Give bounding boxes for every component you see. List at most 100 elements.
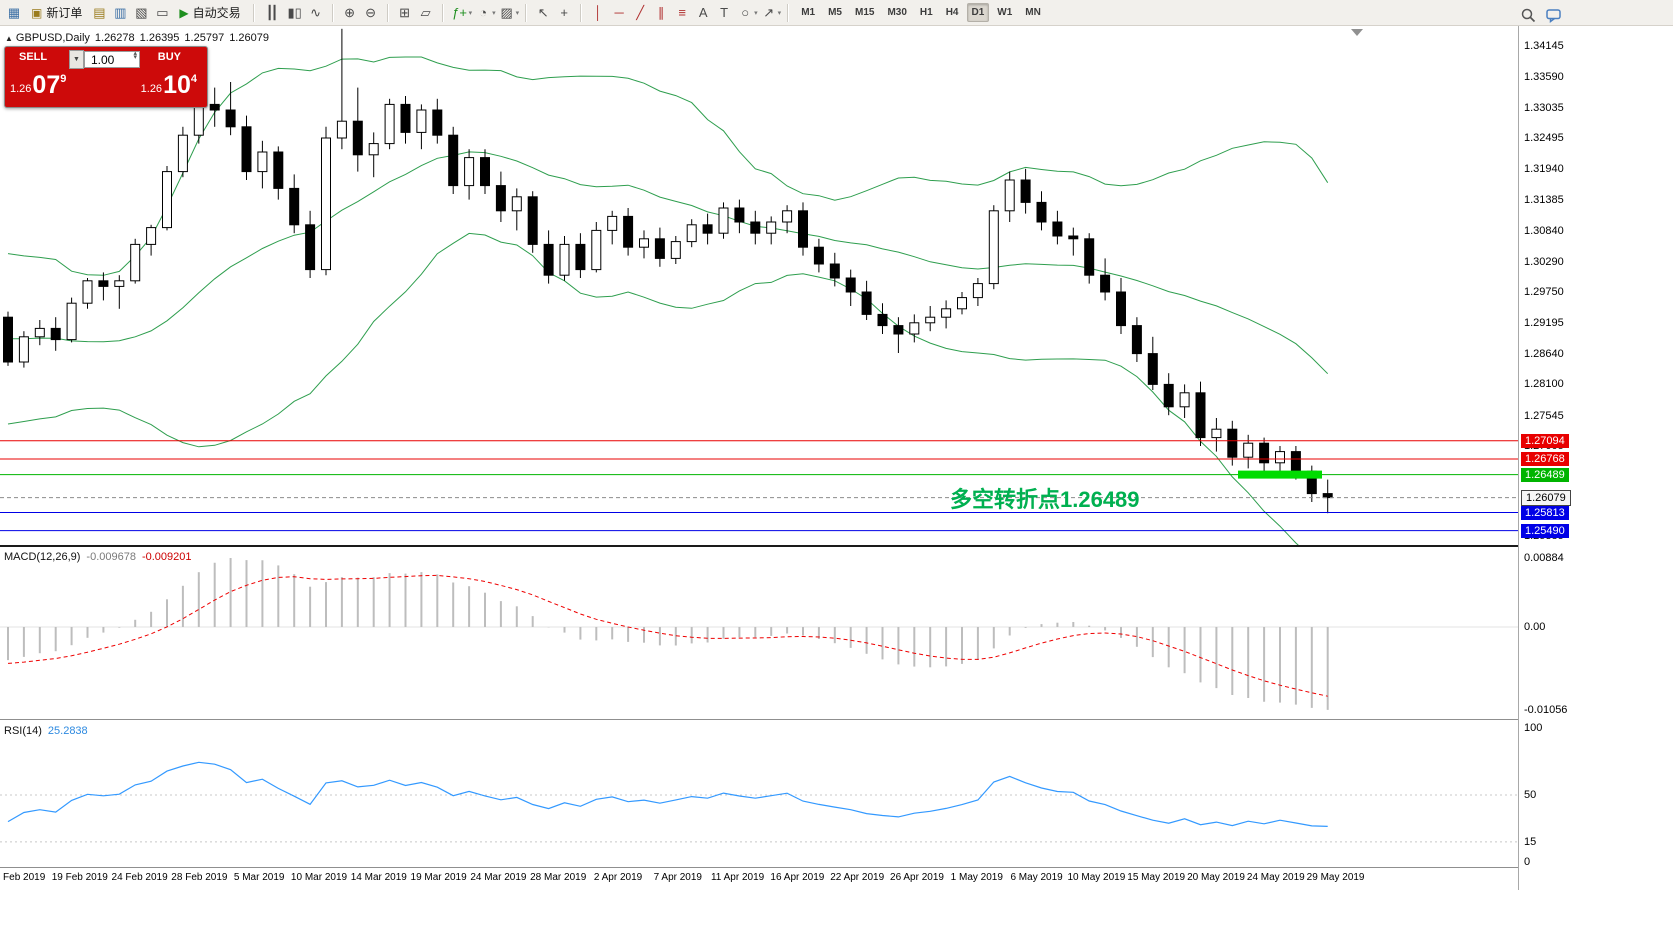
timeframe-mn[interactable]: MN (1025, 7, 1041, 18)
date-label: 2 Apr 2019 (593, 872, 643, 883)
macd-name: MACD(12,26,9) (4, 551, 81, 563)
periods-icon[interactable]: ◔ (479, 5, 488, 20)
date-label: 20 May 2019 (1187, 872, 1245, 883)
macd-chart (0, 558, 1518, 710)
indicators-icon[interactable]: ƒ+ (452, 5, 468, 20)
autotrading-button[interactable]: ▶ 自动交易 (173, 3, 246, 23)
macd-scale-label: 0.00 (1524, 621, 1546, 633)
date-label: 24 Mar 2019 (470, 872, 527, 883)
price-level-badge: 1.27094 (1521, 433, 1569, 448)
price-scale-label: 1.28100 (1524, 378, 1564, 391)
date-label: 24 Feb 2019 (111, 872, 168, 883)
templates-icon[interactable]: ▨ (500, 5, 513, 20)
timeframe-h4[interactable]: H4 (945, 7, 959, 18)
indicators-dropdown-icon[interactable]: ▾ (468, 9, 473, 17)
crosshair-icon[interactable]: + (560, 5, 568, 20)
toolbar-separator (386, 3, 389, 22)
periods-dropdown-icon[interactable]: ▾ (492, 9, 496, 17)
data-window-icon[interactable]: ▥ (114, 5, 127, 20)
navigator-icon[interactable]: ▧ (135, 5, 148, 20)
timeframe-m1[interactable]: M1 (801, 7, 816, 18)
one-click-trading-panel: SELL BUY ▼ 1.00 ▴ ▾ 1.26 07 9 1.26 10 4 (4, 46, 208, 108)
volume-input[interactable]: 1.00 ▴ ▾ (84, 50, 140, 68)
chat-icon[interactable] (1543, 5, 1563, 25)
templates-dropdown-icon[interactable]: ▾ (515, 9, 520, 17)
price-scale[interactable]: 1.34145 1.33590 1.33035 1.32495 1.31940 1.313… (1518, 26, 1585, 890)
rsi-scale-label: 15 (1524, 835, 1537, 848)
line-chart-icon[interactable]: ∿ (310, 5, 322, 20)
panel-separator (0, 867, 1583, 868)
symbol-period-label: GBPUSD,Daily (15, 32, 90, 44)
price-scale-label: 1.29750 (1524, 286, 1564, 298)
timeframe-m15[interactable]: M15 (855, 7, 875, 18)
spin-down-icon[interactable]: ▾ (133, 53, 137, 61)
rsi-scale-label: 50 (1524, 789, 1537, 801)
high-value: 1.26395 (139, 32, 180, 44)
macd-panel[interactable]: MACD(12,26,9) -0.009678 -0.009201 (0, 548, 1518, 718)
spin-up-icon[interactable]: ▴ (133, 50, 137, 57)
sell-price-sup: 9 (60, 73, 67, 85)
fibonacci-icon[interactable]: ≡ (678, 5, 686, 20)
volume-dropdown-icon[interactable]: ▼ (69, 50, 84, 69)
sell-button[interactable]: 1.26 07 9 (10, 71, 67, 99)
timeframe-w1[interactable]: W1 (997, 7, 1013, 18)
tile-windows-icon[interactable]: ⊞ (399, 5, 411, 20)
buy-button[interactable]: 1.26 10 4 (141, 71, 197, 99)
new-order-button[interactable]: ▣ 新订单 (25, 3, 88, 23)
zoom-in-icon[interactable]: ⊕ (344, 5, 356, 20)
terminal-icon[interactable]: ▭ (156, 5, 169, 20)
toolbar-separator (252, 3, 255, 22)
price-level-badge: 1.26768 (1521, 452, 1569, 466)
text-icon[interactable]: A (698, 5, 708, 20)
low-value: 1.25797 (184, 32, 225, 44)
new-order-icon: ▣ (31, 5, 43, 20)
timeframe-d1[interactable]: D1 (966, 3, 990, 22)
timeframe-m5[interactable]: M5 (828, 7, 842, 18)
panel-separator[interactable] (0, 545, 1583, 547)
trendline-icon[interactable]: ╱ (636, 5, 645, 20)
chart-annotation[interactable]: 多空转折点1.26489 (950, 487, 1140, 512)
cursor-icon[interactable]: ↖ (537, 5, 549, 20)
vertical-line-icon[interactable]: │ (594, 5, 603, 20)
price-scale-label: 1.33035 (1524, 102, 1564, 114)
volume-spinner[interactable]: ▴ ▾ (133, 50, 137, 61)
bar-chart-icon[interactable]: ┃┃ (265, 5, 279, 20)
date-label: 29 May 2019 (1306, 872, 1365, 883)
chart-symbol-ohlc: ▲ GBPUSD,Daily 1.26278 1.26395 1.25797 1.2607… (5, 32, 274, 44)
date-label: 10 May 2019 (1067, 872, 1126, 883)
price-scale-label: 1.33590 (1524, 71, 1564, 83)
sell-price-big: 07 (32, 71, 61, 99)
label-icon[interactable]: T (720, 5, 729, 20)
buy-label: BUY (157, 51, 181, 63)
candlestick-chart-icon[interactable]: ▮▯ (287, 5, 302, 20)
expand-panel-icon[interactable]: ▲ (5, 34, 13, 43)
arrows-icon[interactable]: ↗ (763, 5, 775, 20)
buy-price-big: 10 (163, 71, 191, 99)
sell-price-prefix: 1.26 (10, 83, 32, 96)
cascade-windows-icon[interactable]: ▱ (420, 5, 431, 20)
rsi-name: RSI(14) (4, 725, 42, 737)
shapes-dropdown-icon[interactable]: ▾ (754, 9, 758, 17)
timeframe-h1[interactable]: H1 (919, 7, 933, 18)
timeframe-m30[interactable]: M30 (887, 7, 907, 18)
date-label: 28 Feb 2019 (171, 872, 228, 883)
panel-separator[interactable] (0, 719, 1583, 720)
date-label: 16 Apr 2019 (770, 872, 825, 883)
toolbar: ▦ ▣ 新订单 ▤ ▥ ▧ ▭ ▶ 自动交易 ┃┃ ▮▯ ∿ ⊕ ⊖ ⊞ ▱ ƒ… (0, 0, 1673, 26)
market-watch-icon[interactable]: ▤ (93, 5, 106, 20)
rsi-value: 25.2838 (47, 725, 88, 737)
main-chart-plot[interactable]: ▲ GBPUSD,Daily 1.26278 1.26395 1.25797 1.2607… (0, 26, 1518, 545)
arrows-dropdown-icon[interactable]: ▾ (777, 9, 782, 17)
channel-icon[interactable]: ∥ (657, 5, 665, 20)
price-level-badge: 1.25490 (1521, 523, 1569, 538)
search-icon[interactable] (1518, 5, 1538, 25)
zoom-out-icon[interactable]: ⊖ (365, 5, 377, 20)
candlestick-chart[interactable] (0, 26, 1518, 545)
new-order-label: 新订单 (46, 6, 83, 20)
rsi-panel[interactable]: RSI(14) 25.2838 (0, 722, 1518, 868)
shapes-icon[interactable]: ○ (741, 5, 750, 20)
new-chart-icon[interactable]: ▦ (7, 5, 21, 20)
horizontal-line-icon[interactable]: ─ (614, 5, 624, 20)
date-label: 15 May 2019 (1127, 872, 1186, 883)
